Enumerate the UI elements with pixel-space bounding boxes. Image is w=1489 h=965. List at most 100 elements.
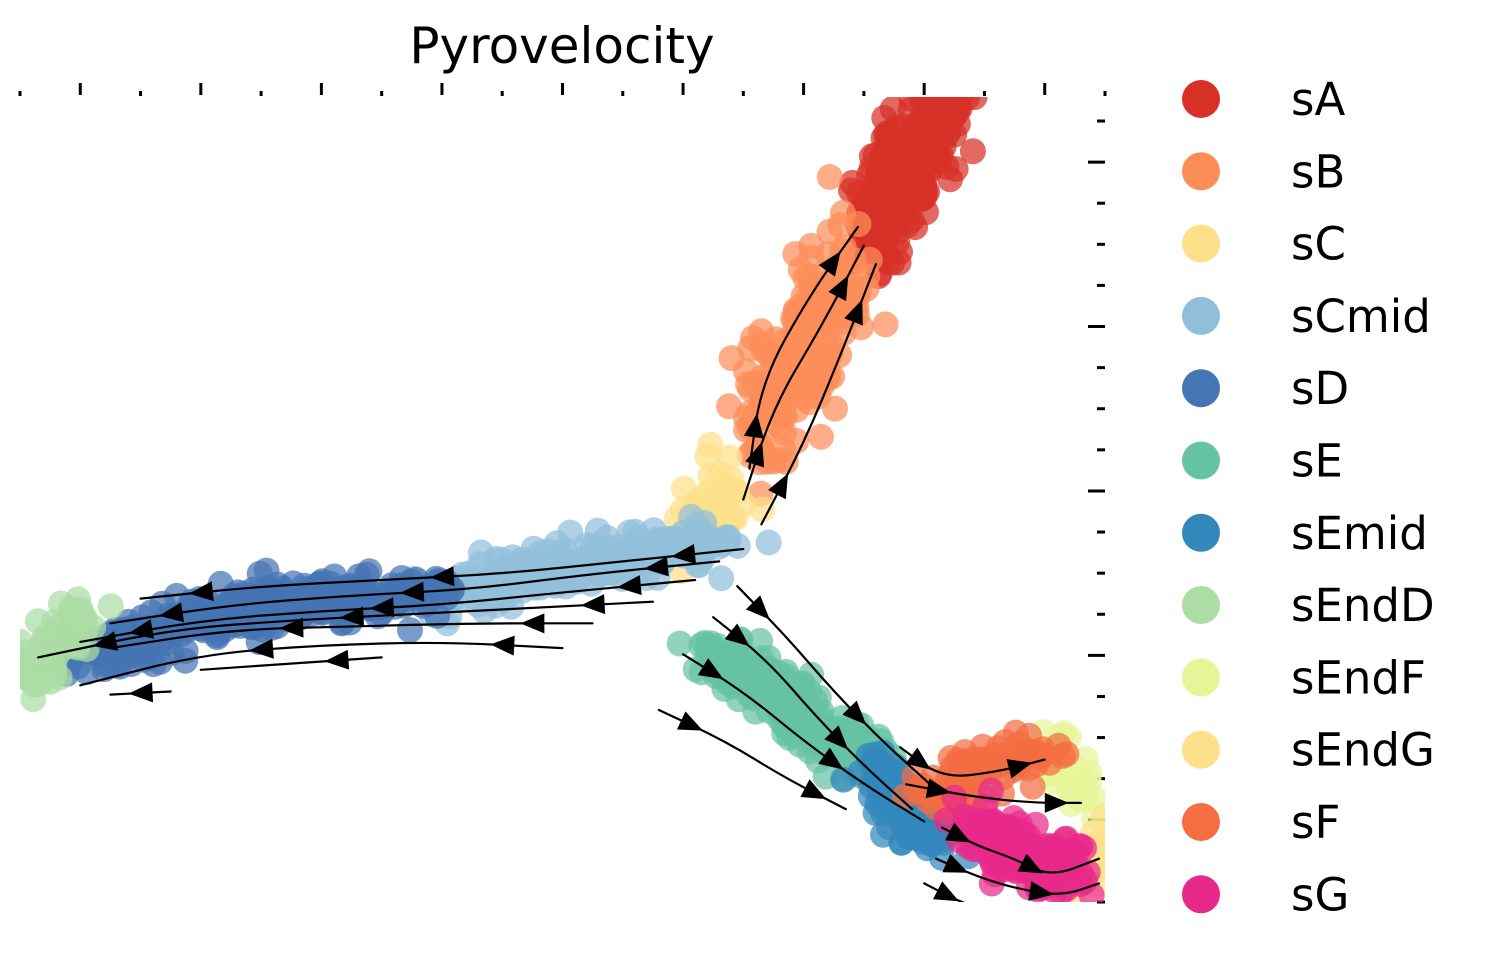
velocity-arrow: [128, 619, 155, 639]
point-sA: [879, 97, 906, 122]
legend-swatch-sEndF: [1182, 658, 1220, 697]
point-sA: [942, 56, 968, 82]
streamline: [682, 653, 926, 823]
point-sA: [910, 60, 936, 86]
point-sCmid: [715, 527, 742, 554]
point-sA: [943, 49, 969, 75]
velocity-arrow: [520, 613, 545, 634]
velocity-arrow: [1044, 792, 1069, 813]
legend-label-sC: sC: [1291, 218, 1346, 271]
point-sEndD: [40, 656, 67, 682]
point-sE: [736, 661, 762, 688]
point-sA: [955, 64, 981, 90]
point-sG: [980, 809, 1007, 836]
point-sB: [748, 318, 775, 345]
point-sA: [932, 56, 958, 82]
velocity-arrow: [1006, 759, 1033, 779]
legend-label-sG: sG: [1291, 868, 1349, 921]
point-sD: [397, 617, 423, 644]
velocity-arrow: [643, 556, 669, 577]
velocity-arrow: [905, 747, 931, 770]
point-sB: [816, 164, 843, 190]
point-sF: [935, 763, 962, 790]
point-sA: [908, 122, 935, 149]
point-sG: [1053, 875, 1080, 902]
velocity-arrow: [249, 638, 274, 659]
streamline: [923, 882, 966, 902]
velocity-arrow: [676, 711, 703, 731]
point-sA: [959, 138, 986, 165]
velocity-arrow: [933, 881, 959, 902]
legend-label-sB: sB: [1291, 145, 1345, 198]
point-sB: [789, 333, 816, 360]
point-sA: [923, 61, 949, 87]
point-sA: [920, 29, 946, 55]
streamline: [742, 244, 865, 501]
point-sE: [719, 642, 746, 669]
streamline: [748, 225, 859, 470]
point-sE: [755, 644, 782, 671]
point-sF: [937, 745, 964, 771]
point-sE: [773, 680, 800, 707]
point-sEndG: [1090, 803, 1105, 830]
point-sA: [891, 177, 918, 204]
point-sCmid: [584, 517, 611, 544]
legend-swatch-sE: [1182, 441, 1220, 480]
point-sF: [1049, 742, 1076, 769]
point-sD: [158, 639, 185, 666]
velocity-arrow: [1028, 881, 1054, 901]
legend-label-sA: sA: [1291, 73, 1345, 126]
streamline: [905, 783, 1082, 804]
velocity-arrow: [942, 853, 969, 873]
velocity-arrow: [824, 725, 849, 750]
legend-label-sD: sD: [1291, 362, 1349, 415]
legend-swatch-sEmid: [1182, 513, 1220, 552]
point-sE: [682, 656, 709, 683]
point-sB: [783, 428, 810, 454]
velocity-arrow: [697, 658, 724, 680]
legend-swatch-sB: [1182, 152, 1220, 191]
legend-label-sEndF: sEndF: [1291, 651, 1426, 704]
legend-label-sE: sE: [1291, 435, 1343, 488]
streamline: [712, 616, 914, 811]
point-sEndD: [20, 651, 39, 678]
point-sA: [922, 145, 948, 172]
legend-swatch-sEndG: [1182, 730, 1220, 769]
velocity-arrow: [818, 251, 841, 277]
legend-label-sEndG: sEndG: [1291, 724, 1435, 777]
velocity-streamlines: [37, 225, 1101, 926]
velocity-arrow: [158, 602, 185, 623]
point-sEmid: [870, 821, 896, 848]
point-sEndD: [20, 628, 33, 655]
velocity-arrow: [616, 575, 642, 596]
point-sEndD: [20, 686, 47, 713]
point-sEmid: [892, 810, 919, 836]
point-sB: [733, 358, 759, 385]
velocity-arrow: [1041, 906, 1066, 926]
legend-swatch-sC: [1182, 224, 1220, 263]
velocity-arrow: [188, 581, 214, 602]
point-sA: [890, 137, 917, 163]
velocity-arrow: [490, 635, 515, 656]
legend-swatch-sG: [1182, 875, 1220, 914]
point-sA: [939, 97, 954, 99]
velocity-arrow: [925, 778, 952, 799]
streamline: [199, 656, 383, 671]
point-sCmid: [528, 551, 555, 578]
velocity-arrow: [339, 606, 365, 627]
point-sE: [666, 630, 693, 657]
velocity-arrow: [768, 473, 789, 500]
point-sA: [929, 97, 947, 101]
legend-label-sCmid: sCmid: [1291, 290, 1431, 343]
streamline: [657, 708, 847, 811]
point-sF: [891, 783, 918, 810]
legend-swatch-sF: [1182, 803, 1220, 841]
point-sA: [923, 31, 949, 57]
point-sEndG: [1102, 822, 1105, 838]
point-sA: [940, 66, 966, 92]
legend-swatch-sEndD: [1182, 586, 1220, 625]
legend-swatch-sD: [1182, 369, 1220, 408]
point-sA: [838, 177, 864, 204]
velocity-arrow: [128, 682, 154, 703]
velocity-arrow: [1017, 853, 1044, 874]
